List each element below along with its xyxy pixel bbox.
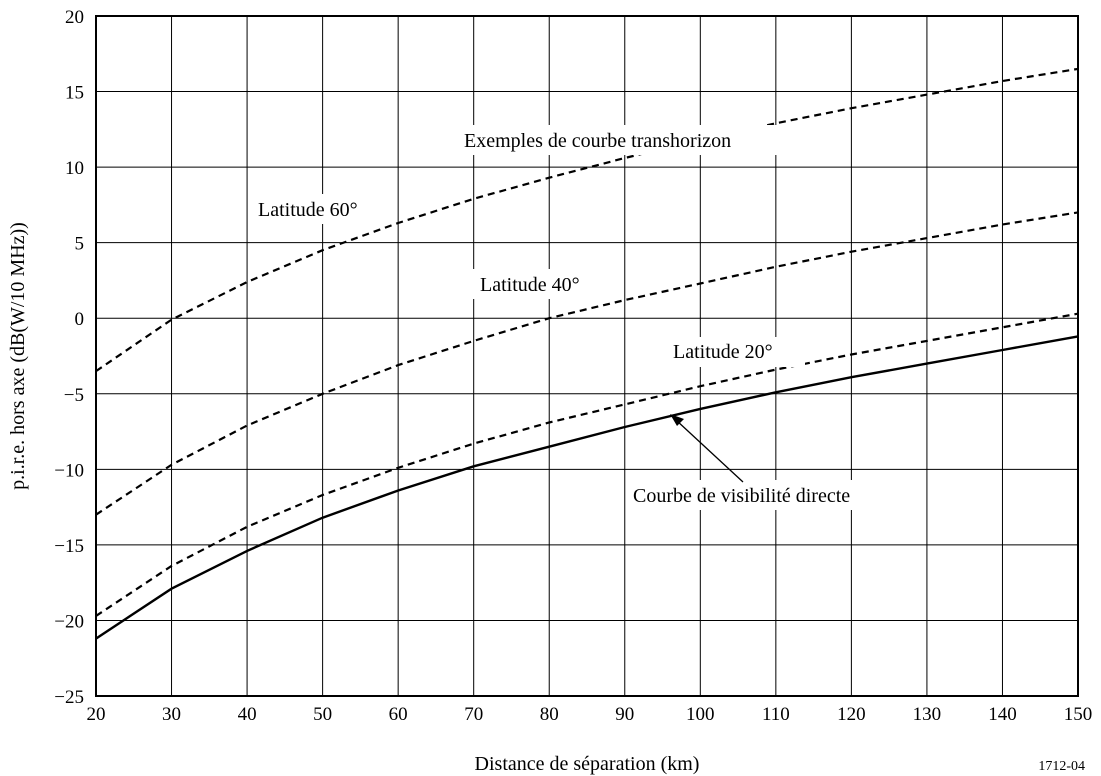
annotation-bg-los [627, 480, 917, 510]
x-tick-label: 20 [87, 704, 106, 725]
grid [95, 15, 1079, 697]
figure-id: 1712-04 [1038, 759, 1085, 774]
y-tick-label: 5 [75, 234, 85, 255]
y-tick-labels: 20 15 10 5 0 −5 −10 −15 −20 −25 [54, 7, 84, 708]
x-tick-label: 50 [313, 704, 332, 725]
y-tick-label: −15 [54, 536, 84, 557]
plot-frame [95, 15, 1079, 697]
y-tick-label: 0 [75, 309, 85, 330]
x-tick-label: 70 [464, 704, 483, 725]
annotation-lat60: Latitude 60° [258, 199, 358, 221]
x-axis-label: Distance de séparation (km) [475, 753, 700, 775]
x-tick-label: 40 [238, 704, 257, 725]
y-tick-label: 20 [65, 7, 84, 28]
y-tick-label: −20 [54, 611, 84, 632]
x-tick-label: 30 [162, 704, 181, 725]
series-line-0 [95, 67, 1079, 373]
x-tick-label: 150 [1064, 704, 1093, 725]
annotation-transhorizon: Exemples de courbe transhorizon [464, 130, 731, 152]
series-line-2 [95, 312, 1079, 617]
y-tick-label: −10 [54, 460, 84, 481]
annotations: Exemples de courbe transhorizon Latitude… [250, 125, 917, 510]
annotation-bg-transhorizon [458, 125, 788, 155]
x-tick-label: 120 [837, 704, 866, 725]
annotation-bg-lat40 [472, 269, 610, 299]
y-tick-label: −25 [54, 687, 84, 708]
x-tick-labels: 20 30 40 50 60 70 80 90 100 110 120 130 140 150 [87, 704, 1093, 725]
annotation-lat40: Latitude 40° [480, 274, 580, 296]
y-tick-label: 10 [65, 158, 84, 179]
x-tick-label: 110 [762, 704, 790, 725]
series-group [95, 67, 1079, 640]
annotation-bg-lat20 [665, 337, 805, 367]
y-axis-label: p.i.r.e. hors axe (dB(W/10 MHz)) [7, 222, 29, 490]
x-tick-label: 80 [540, 704, 559, 725]
annotation-los: Courbe de visibilité directe [633, 485, 850, 507]
series-line-1 [95, 211, 1079, 516]
annotation-arrowhead [670, 414, 684, 426]
x-tick-label: 100 [686, 704, 715, 725]
annotation-lat20: Latitude 20° [673, 341, 773, 363]
x-tick-label: 90 [615, 704, 634, 725]
x-tick-label: 60 [389, 704, 408, 725]
x-tick-label: 140 [988, 704, 1017, 725]
annotation-arrow-line [675, 419, 744, 483]
y-tick-label: 15 [65, 83, 84, 104]
series-line-3 [95, 335, 1079, 640]
x-tick-label: 130 [913, 704, 942, 725]
y-tick-label: −5 [64, 385, 84, 406]
annotation-bg-lat60 [250, 194, 388, 224]
